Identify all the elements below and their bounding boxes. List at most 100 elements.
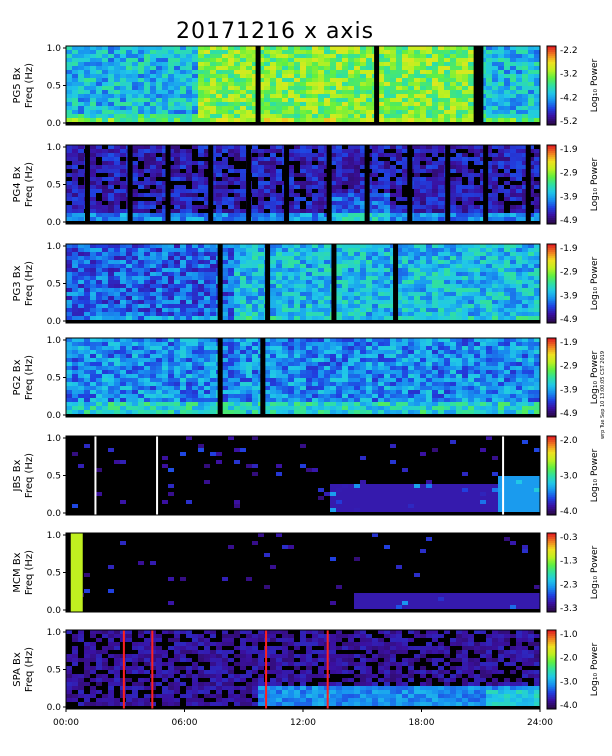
heatmap-cell: [180, 110, 186, 114]
heatmap-cell: [264, 70, 270, 74]
heatmap-cell: [510, 312, 516, 316]
heatmap-cell: [204, 308, 210, 312]
heatmap-cell: [348, 280, 354, 284]
heatmap-cell: [474, 264, 480, 268]
heatmap-cell: [222, 94, 228, 98]
heatmap-cell: [510, 149, 516, 153]
heatmap-cell: [114, 410, 120, 414]
heatmap-cell: [138, 410, 144, 414]
heatmap-cell: [222, 62, 228, 66]
heatmap-cell: [330, 58, 336, 62]
heatmap-cell: [138, 362, 144, 366]
heatmap-cell: [390, 165, 396, 169]
heatmap-cell: [438, 213, 444, 217]
heatmap-cell: [138, 378, 144, 382]
heatmap-cell: [120, 394, 126, 398]
colorbar-segment: [547, 255, 556, 259]
heatmap-cell: [120, 90, 126, 94]
heatmap-cell: [450, 209, 456, 213]
heatmap-cell: [438, 252, 444, 256]
heatmap-cell: [210, 394, 216, 398]
heatmap-cell: [294, 153, 300, 157]
heatmap-cell: [78, 264, 84, 268]
heatmap-cell: [450, 169, 456, 173]
heatmap-cell: [426, 308, 432, 312]
heatmap-cell: [378, 165, 384, 169]
heatmap-cell: [510, 304, 516, 308]
heatmap-cell: [468, 86, 474, 90]
heatmap-cell: [84, 94, 90, 98]
heatmap-cell: [378, 185, 384, 189]
heatmap-cell: [66, 145, 72, 149]
heatmap-cell: [222, 90, 228, 94]
heatmap-cell: [414, 304, 420, 308]
heatmap-cell: [84, 296, 90, 300]
heatmap-cell: [180, 362, 186, 366]
heatmap-cell: [420, 177, 426, 181]
heatmap-cell: [390, 74, 396, 78]
heatmap-cell: [456, 268, 462, 272]
heatmap-cell: [78, 110, 84, 114]
heatmap-cell: [162, 149, 168, 153]
heatmap-cell: [168, 402, 174, 406]
heatmap-cell: [156, 58, 162, 62]
heatmap-cell: [384, 244, 390, 248]
heatmap-cell: [228, 312, 234, 316]
heatmap-cell: [306, 161, 312, 165]
heatmap-cell: [186, 248, 192, 252]
heatmap-cell: [282, 288, 288, 292]
heatmap-cell: [192, 145, 198, 149]
colorbar-segment: [547, 307, 556, 310]
heatmap-cell: [126, 288, 132, 292]
heatmap-cell: [204, 98, 210, 102]
heatmap-cell: [408, 280, 414, 284]
heatmap-cell: [300, 312, 306, 316]
heatmap-cell: [300, 157, 306, 161]
heatmap-cell: [444, 260, 450, 264]
heatmap-cell: [510, 98, 516, 102]
heatmap-cell: [252, 252, 258, 256]
heatmap-cell: [396, 62, 402, 66]
heatmap-cell: [204, 358, 210, 362]
heatmap-cell: [138, 284, 144, 288]
heatmap-cell: [204, 394, 210, 398]
heatmap-cell: [216, 78, 222, 82]
heatmap-cell: [228, 300, 234, 304]
heatmap-cell: [174, 58, 180, 62]
heatmap-cell: [324, 304, 330, 308]
heatmap-cell: [180, 394, 186, 398]
heatmap-cell: [168, 272, 174, 276]
heatmap-cell: [90, 350, 96, 354]
heatmap-cell: [144, 94, 150, 98]
heatmap-cell: [372, 284, 378, 288]
heatmap-cell: [366, 82, 372, 86]
heatmap-cell: [72, 256, 78, 260]
heatmap-cell: [222, 312, 228, 316]
heatmap-cell: [432, 149, 438, 153]
heatmap-cell: [438, 244, 444, 248]
heatmap-cell: [276, 149, 282, 153]
heatmap-cell: [144, 205, 150, 209]
heatmap-cell: [144, 316, 150, 320]
heatmap-cell: [120, 213, 126, 217]
heatmap-cell: [276, 312, 282, 316]
heatmap-cell: [414, 201, 420, 205]
heatmap-cell: [450, 213, 456, 217]
heatmap-cell: [462, 193, 468, 197]
heatmap-cell: [138, 66, 144, 70]
heatmap-cell: [114, 157, 120, 161]
heatmap-cell: [342, 300, 348, 304]
heatmap-cell: [390, 58, 396, 62]
heatmap-cell: [228, 197, 234, 201]
heatmap-cell: [270, 276, 276, 280]
heatmap-cell: [438, 197, 444, 201]
heatmap-cell: [300, 110, 306, 114]
heatmap-cell: [90, 288, 96, 292]
heatmap-cell: [384, 256, 390, 260]
heatmap-cell: [66, 157, 72, 161]
heatmap-cell: [408, 304, 414, 308]
heatmap-cell: [192, 74, 198, 78]
heatmap-cell: [90, 145, 96, 149]
heatmap-cell: [360, 157, 366, 161]
heatmap-cell: [450, 181, 456, 185]
